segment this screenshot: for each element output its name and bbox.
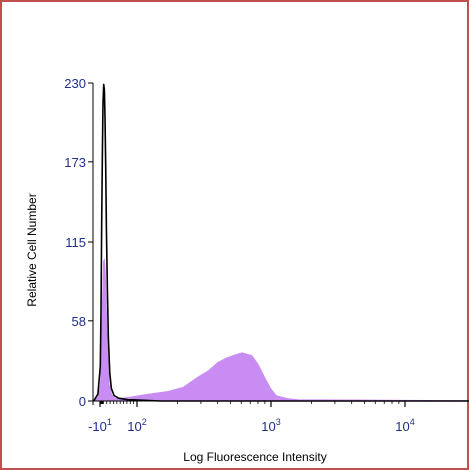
- plot-area: [93, 83, 438, 401]
- x-tick-label: 103: [261, 417, 280, 434]
- x-tick-label: 104: [395, 417, 414, 434]
- plot-background: [93, 83, 438, 401]
- y-tick-label: 115: [65, 235, 86, 250]
- y-tick-label: 173: [64, 155, 86, 170]
- y-tick-label: 0: [79, 394, 86, 409]
- x-tick-label: -101: [88, 417, 112, 434]
- histogram-outline-series: [93, 83, 469, 402]
- y-tick-label: 230: [64, 76, 86, 91]
- x-axis-label: Log Fluorescence Intensity: [183, 450, 326, 464]
- labels-layer: Log Fluorescence Intensity Relative Cell…: [25, 193, 327, 464]
- y-tick-label: 58: [72, 314, 86, 329]
- y-axis-label: Relative Cell Number: [25, 193, 39, 306]
- x-tick-label: 102: [127, 417, 146, 434]
- series-layer: [93, 83, 469, 402]
- histogram-filled-series: [93, 258, 469, 402]
